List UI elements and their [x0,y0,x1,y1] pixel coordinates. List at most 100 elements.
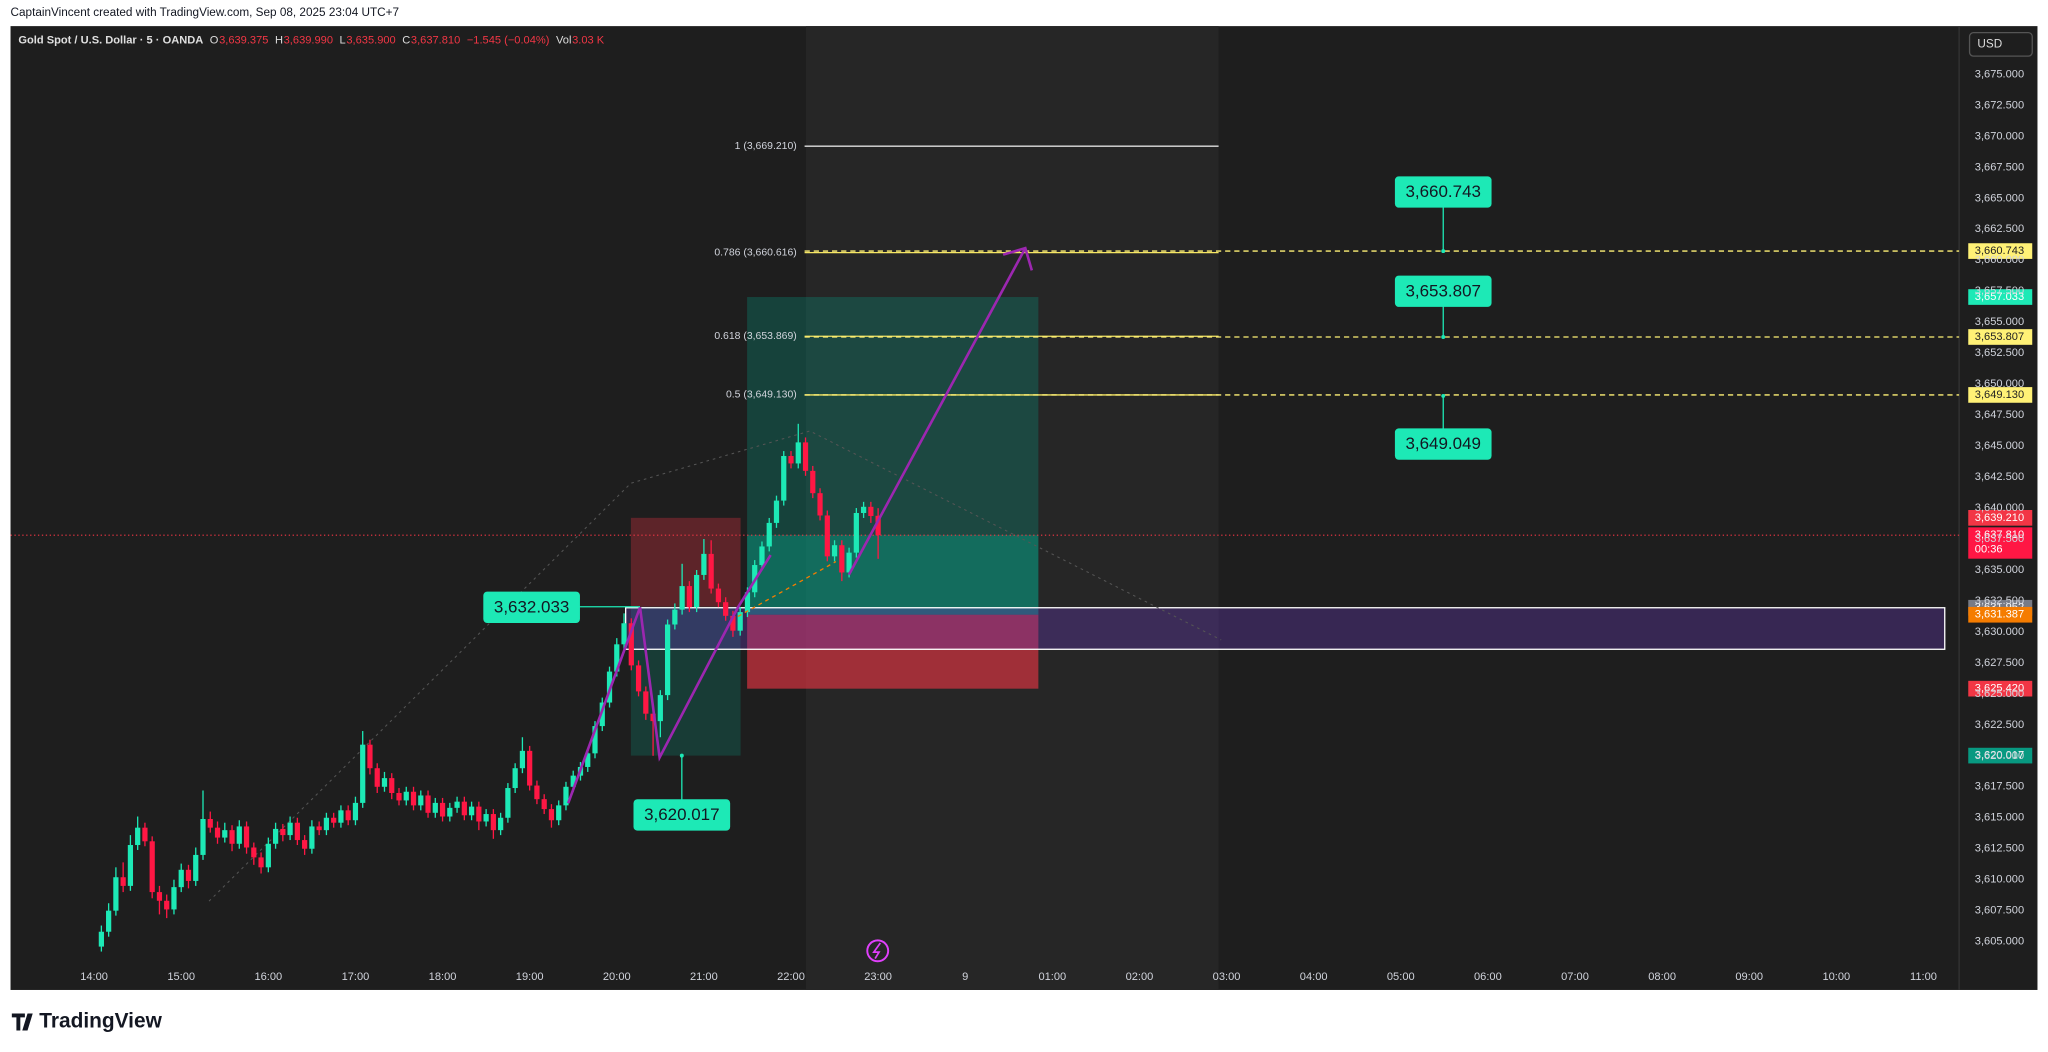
y-tick-label: 3,662.500 [1975,223,2024,235]
price-badge [1968,243,2033,259]
callout-label: 3,649.049 [1405,434,1481,453]
callout-box [633,799,731,831]
x-tick-label: 11:00 [1910,971,1937,983]
candle-body [309,826,315,849]
y-tick-label: 3,665.000 [1975,192,2024,204]
y-tick-label: 3,660.000 [1975,254,2024,266]
candle-body [781,456,787,501]
candle-body [185,869,192,881]
y-tick-label: 3,620.000 [1975,750,2024,762]
y-tick-label: 3,632.500 [1975,595,2024,607]
price-badge [1968,387,2033,403]
candle-body [541,799,547,810]
x-tick-label: 16:00 [254,971,282,983]
price-badge-label: 3,639.210 [1975,512,2024,524]
x-tick-label: 10:00 [1822,971,1850,983]
candle-body [686,586,692,608]
candle-body [461,801,467,816]
candle-body [621,623,627,645]
candle-body [251,847,257,858]
x-tick-label: 07:00 [1561,971,1589,983]
fib-label: 0.5 (3,649.130) [726,390,797,401]
y-tick-label: 3,645.000 [1975,440,2024,452]
candle-body [614,644,620,672]
candle-body [708,553,714,589]
x-tick-label: 9 [962,971,968,983]
candle-body [846,552,852,573]
candle-body [243,826,250,848]
candle-body [98,931,104,947]
x-tick-label: 18:00 [429,971,457,983]
candle-body [672,609,678,625]
candle-body [149,841,155,893]
x-tick-label: 03:00 [1213,971,1241,983]
candle-body [331,817,337,823]
price-badge-label: 3,649.130 [1975,389,2024,401]
price-badge [1968,680,2033,697]
candle-body [439,802,446,817]
candle-body [302,840,308,849]
y-tick-label: 3,667.500 [1975,161,2024,173]
y-tick-label: 3,672.500 [1975,99,2024,111]
long-open-profit [747,535,1039,615]
price-badge [1968,606,2033,623]
candle-body [374,768,380,787]
y-tick-label: 3,642.500 [1975,471,2024,483]
candle-body [592,726,598,754]
candle-body [229,830,235,844]
candle-body [715,588,722,603]
header-vol-label: Vol [556,34,571,46]
candle-body [527,750,533,786]
price-badge-label: 3,625.420 [1975,683,2024,695]
candle-body [135,827,141,846]
price-badge-label: 3,631.387 [1975,609,2024,621]
candle-body [200,818,206,855]
candle-body [730,615,736,631]
y-tick-label: 3,625.000 [1975,688,2024,700]
candle-body [476,806,482,822]
candle-body [193,854,199,881]
candle-body [396,792,402,801]
candle-body [853,512,859,553]
header-l-label: L [340,34,346,46]
candle-body [425,795,431,813]
price-badge-label: 3,637.810 [1975,529,2024,541]
callout-box [1394,428,1492,460]
x-tick-label: 21:00 [690,971,718,983]
candle-body [280,828,286,836]
zone-box [625,607,1946,650]
candle-body [694,574,700,608]
x-tick-label: 14:00 [80,971,108,983]
y-tick-label: 3,610.000 [1975,874,2024,886]
fib-label: 0.786 (3,660.616) [714,247,796,258]
y-tick-label: 3,670.000 [1975,130,2024,142]
candle-body [679,586,685,610]
header-c: 3,637.810 [411,34,460,46]
candle-body [323,817,330,831]
price-badge-label: 3,657.033 [1975,291,2024,303]
currency-box [1968,31,2033,57]
callout-dot [679,753,684,758]
attribution: CaptainVincent created with TradingView.… [11,6,400,19]
candle-body [868,506,874,517]
y-tick-label: 3,655.000 [1975,316,2024,328]
candle-body [142,827,148,842]
header-h: 3,639.990 [284,34,333,46]
x-tick-label: 19:00 [516,971,544,983]
pattern-line [566,554,772,804]
candle-body [635,665,642,692]
candle-body [773,500,780,523]
event-icon[interactable] [866,939,890,963]
prior-range-loss [630,517,741,607]
logo: TradingView [11,1009,163,1032]
candle-body [585,753,591,767]
y-tick-label: 3,630.000 [1975,626,2024,638]
candle-body [164,900,170,910]
candle-body [468,806,475,816]
y-tick-label: 3,635.000 [1975,564,2024,576]
y-tick-label: 3,637.500 [1975,533,2024,545]
candle-body [258,857,264,868]
candle-body [664,624,671,696]
candle-body [817,493,823,516]
